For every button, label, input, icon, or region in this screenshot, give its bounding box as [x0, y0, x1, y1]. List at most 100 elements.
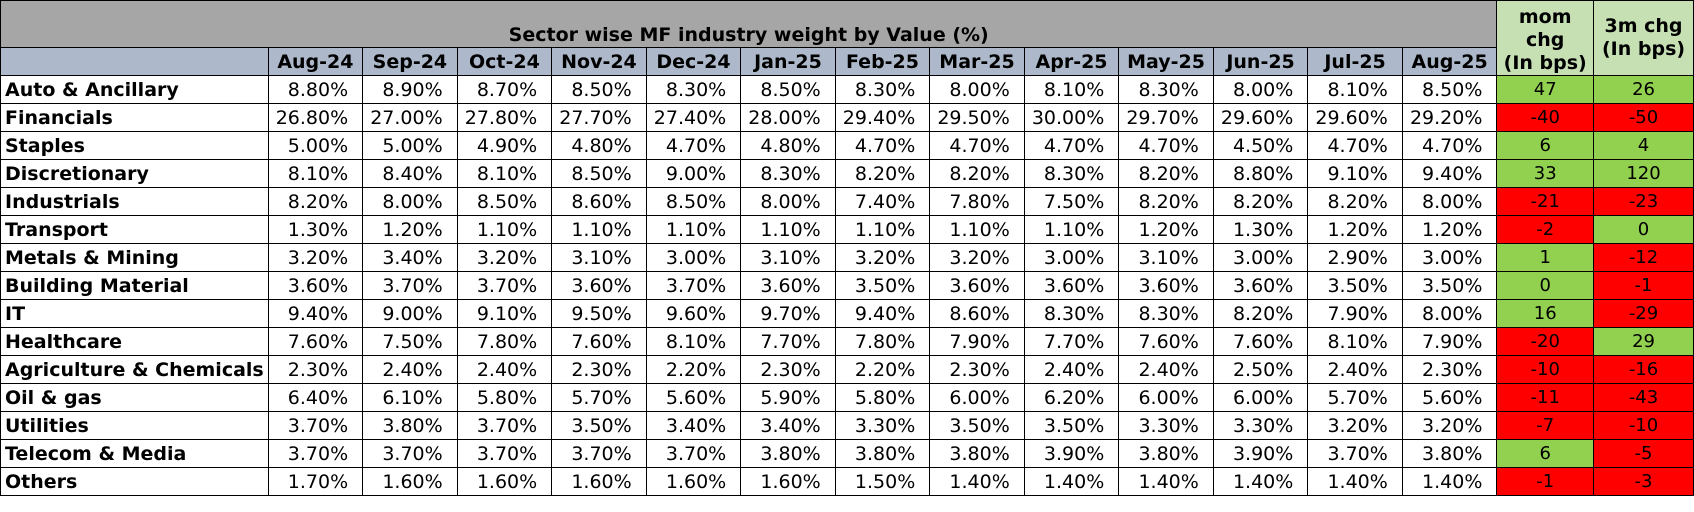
- table-row: Industrials 8.20% 8.00% 8.50% 8.60% 8.50% 8.00…: [0, 187, 1694, 216]
- weight-cell: 1.60%: [551, 467, 647, 496]
- mom-change-cell: 47: [1496, 75, 1595, 104]
- weight-cell: 3.70%: [267, 411, 364, 440]
- weight-cell: 7.60%: [551, 327, 647, 356]
- weight-cell: 27.40%: [645, 103, 742, 132]
- weight-cell: 8.30%: [1118, 299, 1214, 328]
- weight-cell: 8.50%: [551, 159, 647, 188]
- weight-cell: 3.70%: [645, 439, 742, 468]
- weight-cell: 29.70%: [1118, 103, 1214, 132]
- weight-cell: 3.60%: [1118, 271, 1214, 300]
- weight-cell: 30.00%: [1023, 103, 1120, 132]
- weight-cell: 27.80%: [456, 103, 553, 132]
- weight-cell: 5.90%: [740, 383, 836, 412]
- weight-cell: 8.10%: [645, 327, 742, 356]
- weight-cell: 7.70%: [1023, 327, 1120, 356]
- weight-cell: 3.30%: [834, 411, 931, 440]
- weight-cell: 8.80%: [267, 75, 364, 104]
- weight-cell: 5.70%: [551, 383, 647, 412]
- mom-change-cell: -2: [1496, 215, 1595, 244]
- weight-cell: 9.40%: [267, 299, 364, 328]
- weight-cell: 3.70%: [362, 439, 458, 468]
- weight-cell: 7.40%: [834, 187, 931, 216]
- weight-cell: 3.50%: [1023, 411, 1120, 440]
- table-row: Agriculture & Chemicals 2.30% 2.40% 2.40% 2.…: [0, 355, 1694, 384]
- table-row: Transport 1.30% 1.20% 1.10% 1.10% 1.10% 1.10% 1…: [0, 215, 1694, 244]
- three-month-change-cell: -50: [1593, 103, 1694, 132]
- weight-cell: 3.60%: [929, 271, 1025, 300]
- three-month-change-cell: 29: [1593, 327, 1694, 356]
- weight-cell: 8.40%: [362, 159, 458, 188]
- sector-name: Transport: [0, 215, 269, 244]
- weight-cell: 2.40%: [362, 355, 458, 384]
- weight-cell: 9.60%: [645, 299, 742, 328]
- weight-cell: 7.80%: [929, 187, 1025, 216]
- weight-cell: 8.00%: [740, 187, 836, 216]
- table-row: Others 1.70% 1.60% 1.60% 1.60% 1.60% 1.60% 1.50…: [0, 467, 1694, 496]
- weight-cell: 29.20%: [1401, 103, 1498, 132]
- weight-cell: 4.70%: [929, 131, 1025, 160]
- mom-change-cell: 6: [1496, 439, 1595, 468]
- table-row: Staples 5.00% 5.00% 4.90% 4.80% 4.70% 4.80% 4.7…: [0, 131, 1694, 160]
- weight-cell: 9.00%: [362, 299, 458, 328]
- table-row: Financials 26.80% 27.00% 27.80% 27.70% 27.40%…: [0, 103, 1694, 132]
- weight-cell: 7.50%: [1023, 187, 1120, 216]
- weight-cell: 3.50%: [1307, 271, 1403, 300]
- table-row: IT 9.40% 9.00% 9.10% 9.50% 9.60% 9.70% 9.40% 8.6…: [0, 299, 1694, 328]
- table-row: Telecom & Media 3.70% 3.70% 3.70% 3.70% 3.70%…: [0, 439, 1694, 468]
- weight-cell: 3.00%: [1023, 243, 1120, 272]
- weight-cell: 3.70%: [456, 439, 553, 468]
- weight-cell: 5.80%: [456, 383, 553, 412]
- mom-header-line-2: chg: [1526, 29, 1565, 51]
- weight-cell: 1.20%: [1307, 215, 1403, 244]
- three-month-change-cell: -5: [1593, 439, 1694, 468]
- weight-cell: 2.30%: [740, 355, 836, 384]
- weight-cell: 9.00%: [645, 159, 742, 188]
- table-row: Utilities 3.70% 3.80% 3.70% 3.50% 3.40% 3.40% 3…: [0, 411, 1694, 440]
- weight-cell: 3.80%: [1401, 439, 1498, 468]
- weight-cell: 29.50%: [929, 103, 1025, 132]
- three-month-change-cell: -29: [1593, 299, 1694, 328]
- weight-cell: 26.80%: [267, 103, 364, 132]
- three-month-change-cell: 4: [1593, 131, 1694, 160]
- weight-cell: 29.60%: [1307, 103, 1403, 132]
- month-header-row: Aug-24 Sep-24 Oct-24 Nov-24 Dec-24 Jan-25 Feb-…: [0, 47, 1694, 76]
- weight-cell: 2.30%: [551, 355, 647, 384]
- mom-change-cell: 1: [1496, 243, 1595, 272]
- weight-cell: 4.80%: [740, 131, 836, 160]
- weight-cell: 8.00%: [1401, 299, 1498, 328]
- weight-cell: 2.30%: [267, 355, 364, 384]
- weight-cell: 8.50%: [740, 75, 836, 104]
- weight-cell: 3.80%: [1118, 439, 1214, 468]
- weight-cell: 29.60%: [1212, 103, 1309, 132]
- weight-cell: 8.50%: [1401, 75, 1498, 104]
- sector-name: IT: [0, 299, 269, 328]
- sector-name: Auto & Ancillary: [0, 75, 269, 104]
- mom-change-cell: 6: [1496, 131, 1595, 160]
- weight-cell: 1.10%: [1023, 215, 1120, 244]
- weight-cell: 3.10%: [740, 243, 836, 272]
- weight-cell: 8.60%: [551, 187, 647, 216]
- weight-cell: 7.60%: [267, 327, 364, 356]
- weight-cell: 3.10%: [1118, 243, 1214, 272]
- weight-cell: 8.30%: [645, 75, 742, 104]
- weight-cell: 4.80%: [551, 131, 647, 160]
- weight-cell: 8.50%: [456, 187, 553, 216]
- weight-cell: 5.00%: [267, 131, 364, 160]
- sector-name: Building Material: [0, 271, 269, 300]
- weight-cell: 8.80%: [1212, 159, 1309, 188]
- weight-cell: 1.60%: [456, 467, 553, 496]
- mom-change-header: mom chg (In bps): [1496, 0, 1595, 76]
- weight-cell: 3.80%: [834, 439, 931, 468]
- weight-cell: 8.20%: [267, 187, 364, 216]
- weight-cell: 3.20%: [929, 243, 1025, 272]
- sector-name: Telecom & Media: [0, 439, 269, 468]
- weight-cell: 1.40%: [1212, 467, 1309, 496]
- weight-cell: 7.60%: [1212, 327, 1309, 356]
- weight-cell: 27.70%: [551, 103, 647, 132]
- weight-cell: 3.60%: [1212, 271, 1309, 300]
- weight-cell: 8.20%: [1118, 159, 1214, 188]
- sector-weight-table: Sector wise MF industry weight by Value …: [0, 0, 1694, 496]
- mom-change-cell: -21: [1496, 187, 1595, 216]
- weight-cell: 3.70%: [456, 271, 553, 300]
